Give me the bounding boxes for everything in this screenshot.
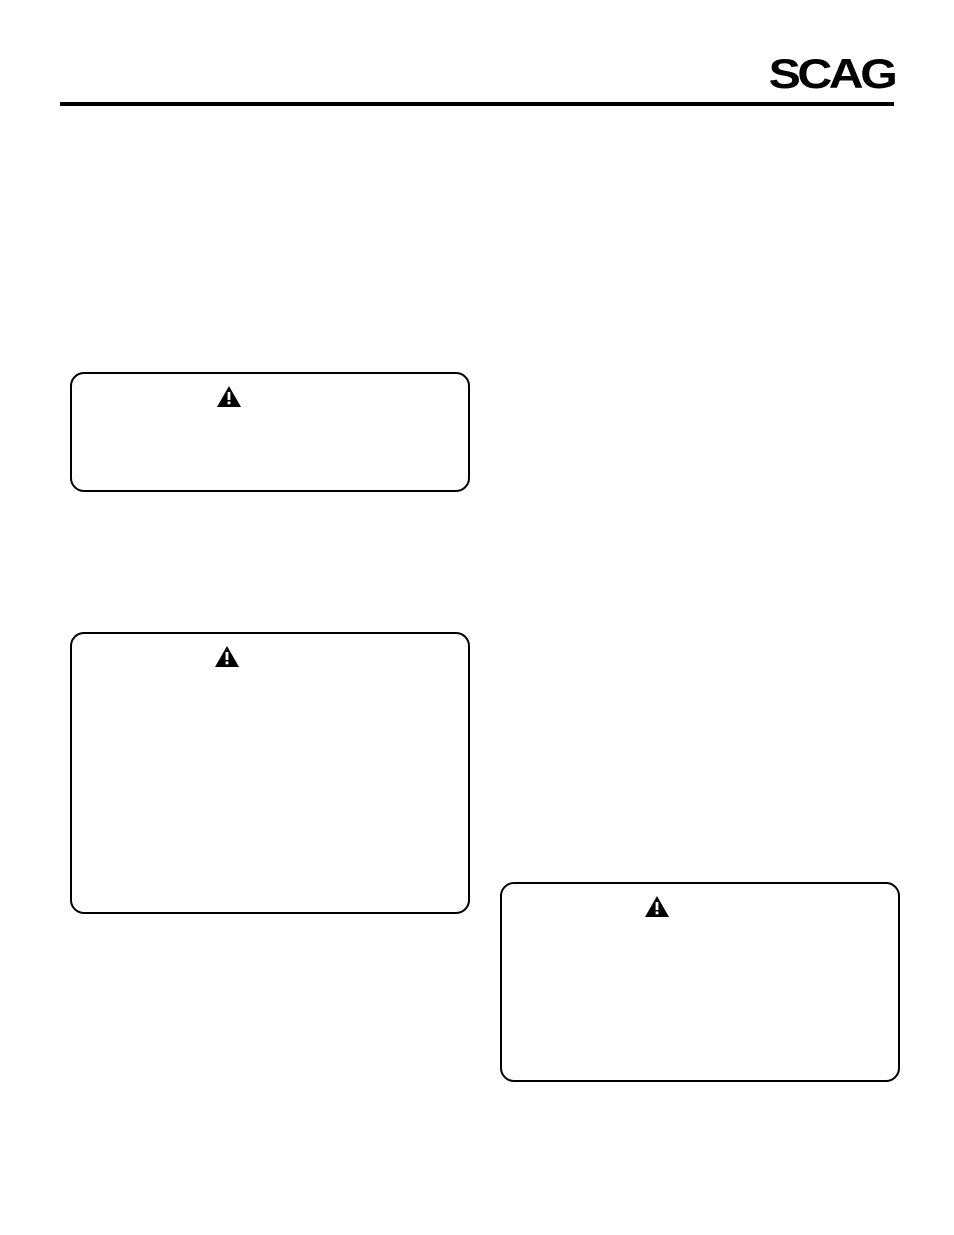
filler-paragraph: Right column placeholder paragraph three… <box>500 219 900 235</box>
page-header: SCAG <box>60 50 894 110</box>
callout-caution: CAUTION Placeholder caution text line on… <box>70 372 470 492</box>
callout-title: WARNING <box>679 898 755 915</box>
header-rule <box>60 102 894 106</box>
warning-triangle-icon <box>215 646 239 667</box>
callout-warning-right: WARNING Placeholder warning body text fo… <box>500 882 900 1082</box>
filler-paragraph: Right column placeholder paragraph five … <box>500 271 900 287</box>
filler-paragraph: Right column placeholder paragraph two c… <box>500 176 900 208</box>
callout-title: CAUTION <box>251 388 323 405</box>
warning-triangle-icon <box>645 896 669 917</box>
callout-header: CAUTION <box>88 386 452 407</box>
callout-title: WARNING <box>249 648 325 665</box>
filler-paragraph: Excepteur sint occaecat cupidatat non pr… <box>70 277 470 309</box>
filler-paragraph: Lorem ipsum dolor sit amet, consectetur … <box>70 150 470 182</box>
callout-body: Placeholder warning body text for the ri… <box>518 923 882 988</box>
warning-triangle-icon <box>217 386 241 407</box>
left-column: Lorem ipsum dolor sit amet, consectetur … <box>70 150 470 350</box>
callout-warning-left: WARNING Placeholder warning text paragra… <box>70 632 470 914</box>
callout-header: WARNING <box>518 896 882 917</box>
filler-paragraph: Right column placeholder paragraph one f… <box>500 150 900 166</box>
brand-logo: SCAG <box>768 50 894 98</box>
filler-paragraph: Ut enim ad minim veniam, quis nostrud ex… <box>70 192 470 224</box>
right-column: Right column placeholder paragraph one f… <box>500 150 900 860</box>
filler-paragraph: Duis aute irure dolor in reprehenderit i… <box>70 235 470 267</box>
page-content: Lorem ipsum dolor sit amet, consectetur … <box>60 150 894 1150</box>
callout-body: Placeholder warning text paragraph one. … <box>88 673 452 770</box>
callout-body: Placeholder caution text line one. Place… <box>88 413 452 445</box>
left-filler-block: Lorem ipsum dolor sit amet, consectetur … <box>70 150 470 350</box>
callout-header: WARNING <box>88 646 452 667</box>
right-filler-block: Right column placeholder paragraph one f… <box>500 150 900 860</box>
filler-paragraph: Right column placeholder paragraph four … <box>500 245 900 261</box>
page: SCAG Lorem ipsum dolor sit amet, consect… <box>0 0 954 1235</box>
